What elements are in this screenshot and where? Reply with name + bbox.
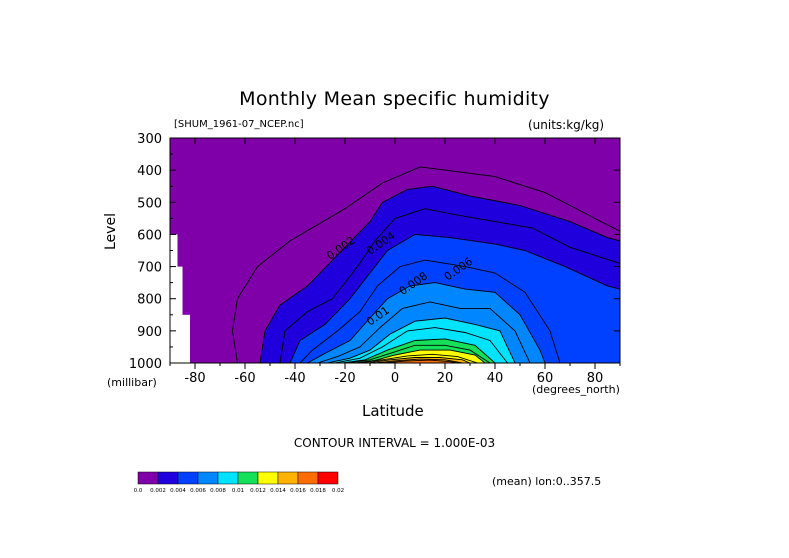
contour-line-11 <box>354 349 486 363</box>
chart-title: Monthly Mean specific humidity <box>239 88 550 110</box>
x-tick-label: 20 <box>437 371 454 386</box>
colorbar-swatch-5 <box>237 471 259 485</box>
colorbar-swatch-9 <box>317 471 339 485</box>
x-tick-label: -20 <box>334 371 355 386</box>
colorbar-swatch-0 <box>137 471 159 485</box>
colorbar-swatch-7 <box>277 471 299 485</box>
y-tick-label: 700 <box>137 261 162 276</box>
contour-line-8 <box>334 327 508 363</box>
contour-line-7 <box>327 317 516 363</box>
colorbar-label-8: 0.016 <box>290 488 306 494</box>
y-tick-label: 800 <box>137 293 162 308</box>
contour-line-15 <box>382 359 458 363</box>
x-axis-label: Latitude <box>362 402 424 420</box>
colorbar-label-6: 0.012 <box>250 488 266 494</box>
colorbar-label-3: 0.006 <box>190 488 206 494</box>
y-tick-label: 300 <box>137 132 162 147</box>
contour-line-4 <box>299 259 561 363</box>
y-axis-ticks: 300 400 500 600 700 800 900 1000 <box>129 132 620 372</box>
contour-line-1 <box>259 185 620 363</box>
contour-line-14 <box>374 358 463 363</box>
contour-line-2 <box>279 208 620 363</box>
colorbar-swatch-3 <box>197 471 219 485</box>
y-tick-label: 900 <box>137 325 162 340</box>
contour-line-10 <box>347 344 491 363</box>
y-tick-label: 600 <box>137 228 162 243</box>
contour-interval-note: CONTOUR INTERVAL = 1.000E-03 <box>293 436 496 450</box>
colorbar-label-0: 0.0 <box>134 488 143 494</box>
x-tick-label: 80 <box>587 371 604 386</box>
y-axis-label: Level <box>103 213 119 250</box>
colorbar-label-10: 0.02 <box>332 488 344 494</box>
x-tick-label: 60 <box>537 371 554 386</box>
colorbar-label-7: 0.014 <box>270 488 286 494</box>
colorbar-swatch-8 <box>297 471 319 485</box>
contour-line-0 <box>232 166 620 363</box>
colorbar-label-5: 0.01 <box>232 488 244 494</box>
colorbar-swatch-2 <box>177 471 199 485</box>
colorbar-swatch-6 <box>257 471 279 485</box>
colorbar-label-4: 0.008 <box>210 488 226 494</box>
colorbar: 0.0 0.002 0.004 0.006 0.008 0.01 0.012 0.014 0.0… <box>134 471 344 494</box>
x-tick-label: 40 <box>487 371 504 386</box>
contour-line-5 <box>307 282 546 363</box>
y-tick-label: 1000 <box>129 357 162 372</box>
colorbar-swatch-1 <box>157 471 179 485</box>
x-tick-label: -80 <box>184 371 205 386</box>
y-tick-label: 400 <box>137 164 162 179</box>
x-axis-ticks: -80 -60 -40 -20 0 20 40 60 80 <box>169 138 621 386</box>
colorbar-label-9: 0.018 <box>310 488 326 494</box>
contour-lines <box>232 166 620 363</box>
missing-data-1 <box>177 266 183 363</box>
contour-line-12 <box>359 353 478 363</box>
x-axis-unit: (degrees_north) <box>532 383 620 396</box>
contour-line-6 <box>317 301 531 363</box>
colorbar-label-2: 0.004 <box>170 488 186 494</box>
contour-line-9 <box>342 338 496 363</box>
x-tick-label: -60 <box>234 371 255 386</box>
source-file-label: [SHUM_1961-07_NCEP.nc] <box>174 119 304 130</box>
units-label: (units:kg/kg) <box>528 118 605 132</box>
x-tick-label: -40 <box>284 371 305 386</box>
averaging-note: (mean) lon:0..357.5 <box>492 475 602 488</box>
missing-data-2 <box>182 314 190 363</box>
contour-line-13 <box>367 357 471 363</box>
y-axis-unit: (millibar) <box>107 376 157 389</box>
x-tick-label: 0 <box>391 371 399 386</box>
contour-line-3 <box>289 233 620 363</box>
colorbar-label-1: 0.002 <box>150 488 166 494</box>
y-tick-label: 500 <box>137 196 162 211</box>
colorbar-swatch-4 <box>217 471 239 485</box>
